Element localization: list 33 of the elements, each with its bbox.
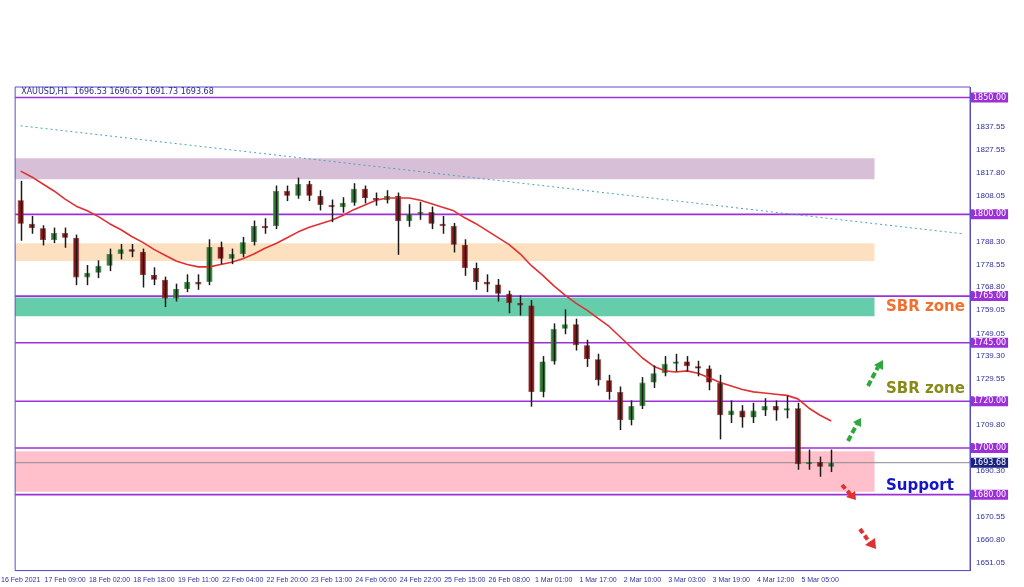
ref-line-label: 1693.68: [973, 457, 1007, 467]
y-tick-label: 1749.05: [976, 328, 1006, 338]
y-tick-label: 1739.30: [976, 351, 1006, 361]
band-label: Support: [885, 475, 954, 494]
ref-line-label: 1745.00: [973, 337, 1007, 347]
y-tick-label: 1817.80: [976, 167, 1006, 177]
ref-line-label: 1720.00: [973, 396, 1007, 406]
y-tick-label: 1729.55: [976, 374, 1006, 384]
y-tick-label: 1778.55: [976, 259, 1006, 269]
ref-line-label: 1700.00: [973, 443, 1007, 453]
candlestick: [728, 400, 735, 423]
ref-line-label: 1800.00: [973, 209, 1007, 219]
y-tick-label: 1651.05: [976, 557, 1006, 567]
candlestick: [506, 290, 513, 314]
annotation: SBR zone: [885, 379, 965, 398]
y-tick-label: 1759.05: [976, 305, 1006, 315]
candlestick: [828, 449, 835, 473]
ref-line-label: 1765.00: [973, 291, 1007, 301]
ref-line-label: 1850.00: [973, 92, 1007, 102]
band-label: SBR zone: [885, 296, 965, 315]
y-tick-label: 1837.55: [976, 121, 1006, 131]
y-tick-label: 1660.80: [976, 534, 1006, 544]
candlestick: [84, 264, 91, 286]
y-tick-label: 1709.80: [976, 420, 1006, 430]
y-tick-label: 1827.55: [976, 145, 1006, 155]
y-tick-label: 1768.80: [976, 282, 1006, 292]
y-tick-label: 1808.05: [976, 190, 1006, 200]
y-tick-label: 1690.30: [976, 465, 1006, 475]
ref-line-label: 1680.00: [973, 489, 1007, 499]
y-tick-label: 1670.55: [976, 511, 1006, 521]
chart-title: XAUUSD,H1 1696.53 1696.65 1691.73 1693.68: [21, 87, 214, 97]
candlestick: [772, 400, 779, 421]
y-tick-label: 1788.30: [976, 236, 1006, 246]
